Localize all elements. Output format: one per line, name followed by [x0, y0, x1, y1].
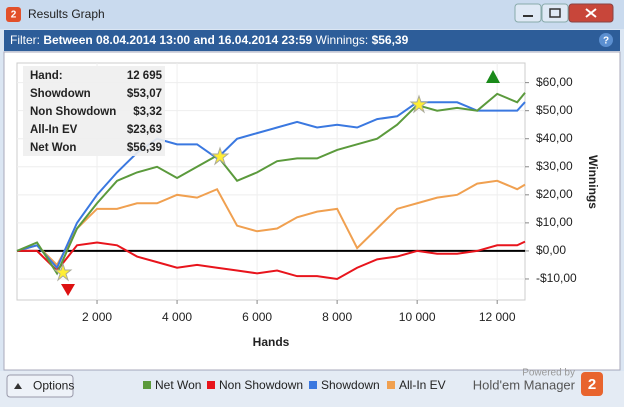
- stats-bg: [23, 66, 165, 156]
- legend-label: Net Won: [155, 378, 201, 392]
- x-tick-label: 4 000: [162, 310, 192, 324]
- stat-label: Net Won: [30, 142, 76, 154]
- y-tick-label: $20,00: [536, 187, 573, 201]
- maximize-button[interactable]: [541, 3, 569, 23]
- star-marker: [210, 146, 230, 166]
- star-marker: [53, 262, 73, 282]
- options-button[interactable]: [6, 374, 74, 398]
- options-label: Options: [33, 379, 74, 393]
- y-tick-label: -$10,00: [536, 271, 577, 285]
- stat-value: $23,63: [127, 124, 162, 136]
- brand: Hold'em Manager: [473, 377, 576, 392]
- stat-label: All-In EV: [30, 124, 78, 136]
- series-line: [17, 240, 526, 281]
- filter-label: Filter:: [10, 33, 40, 47]
- x-tick-label: 10 000: [399, 310, 436, 324]
- minimize-button[interactable]: [514, 3, 542, 23]
- legend-swatch: [143, 381, 151, 389]
- y-tick-label: $40,00: [536, 131, 573, 145]
- stat-label: Non Showdown: [30, 106, 116, 118]
- brand-logo: [581, 372, 603, 396]
- app-icon: [6, 7, 21, 22]
- stats-box: Hand: 12 695 Showdown $53,07 Non Showdown $3,…: [23, 66, 165, 156]
- legend-swatch: [207, 381, 215, 389]
- winnings-value: $56,39: [372, 33, 409, 47]
- powered-by: Powered by: [522, 368, 575, 379]
- close-glyph: [585, 8, 597, 18]
- legend-label: Showdown: [321, 378, 380, 392]
- filter-bar: [4, 30, 620, 51]
- star-marker: [409, 94, 429, 114]
- filter-range: Between 08.04.2014 13:00 and 16.04.2014 …: [43, 33, 312, 47]
- max-marker: [486, 70, 500, 83]
- y-tick-label: $0,00: [536, 243, 566, 257]
- y-tick-label: $10,00: [536, 215, 573, 229]
- series-line: [16, 179, 526, 267]
- y-tick-label: $30,00: [536, 159, 573, 173]
- filter-text: Filter: Between 08.04.2014 13:00 and 16.…: [10, 33, 409, 47]
- legend-swatch: [309, 381, 317, 389]
- min-marker: [61, 284, 75, 296]
- x-tick-label: 2 000: [82, 310, 112, 324]
- x-tick-label: 12 000: [479, 310, 516, 324]
- legend-swatch: [387, 381, 395, 389]
- y-axis-label: Winnings: [586, 155, 600, 209]
- stat-value: $3,32: [133, 106, 162, 118]
- stat-value: 12 695: [127, 70, 163, 82]
- stat-label: Showdown: [30, 88, 91, 100]
- x-tick-label: 8 000: [322, 310, 352, 324]
- help-icon[interactable]: [599, 33, 613, 47]
- app-icon-text: 2: [11, 10, 17, 21]
- x-tick-label: 6 000: [242, 310, 272, 324]
- stat-value: $53,07: [127, 88, 162, 100]
- legend-label: Non Showdown: [219, 378, 303, 392]
- stat-label: Hand:: [30, 70, 63, 82]
- y-tick-label: $60,00: [536, 75, 573, 89]
- legend-label: All-In EV: [399, 378, 446, 392]
- maximize-glyph: [549, 8, 561, 18]
- y-tick-label: $50,00: [536, 103, 573, 117]
- brand-logo-text: 2: [588, 376, 596, 393]
- winnings-label: Winnings:: [316, 33, 369, 47]
- stat-value: $56,39: [127, 142, 162, 154]
- series-line: [16, 92, 526, 276]
- legend: Net Won Non Showdown Showdown All-In EV: [143, 378, 446, 392]
- options-arrow: [14, 383, 22, 389]
- help-text: ?: [603, 36, 609, 47]
- window-title: Results Graph: [28, 7, 105, 21]
- x-axis-label: Hands: [253, 335, 290, 349]
- series-line: [16, 101, 526, 270]
